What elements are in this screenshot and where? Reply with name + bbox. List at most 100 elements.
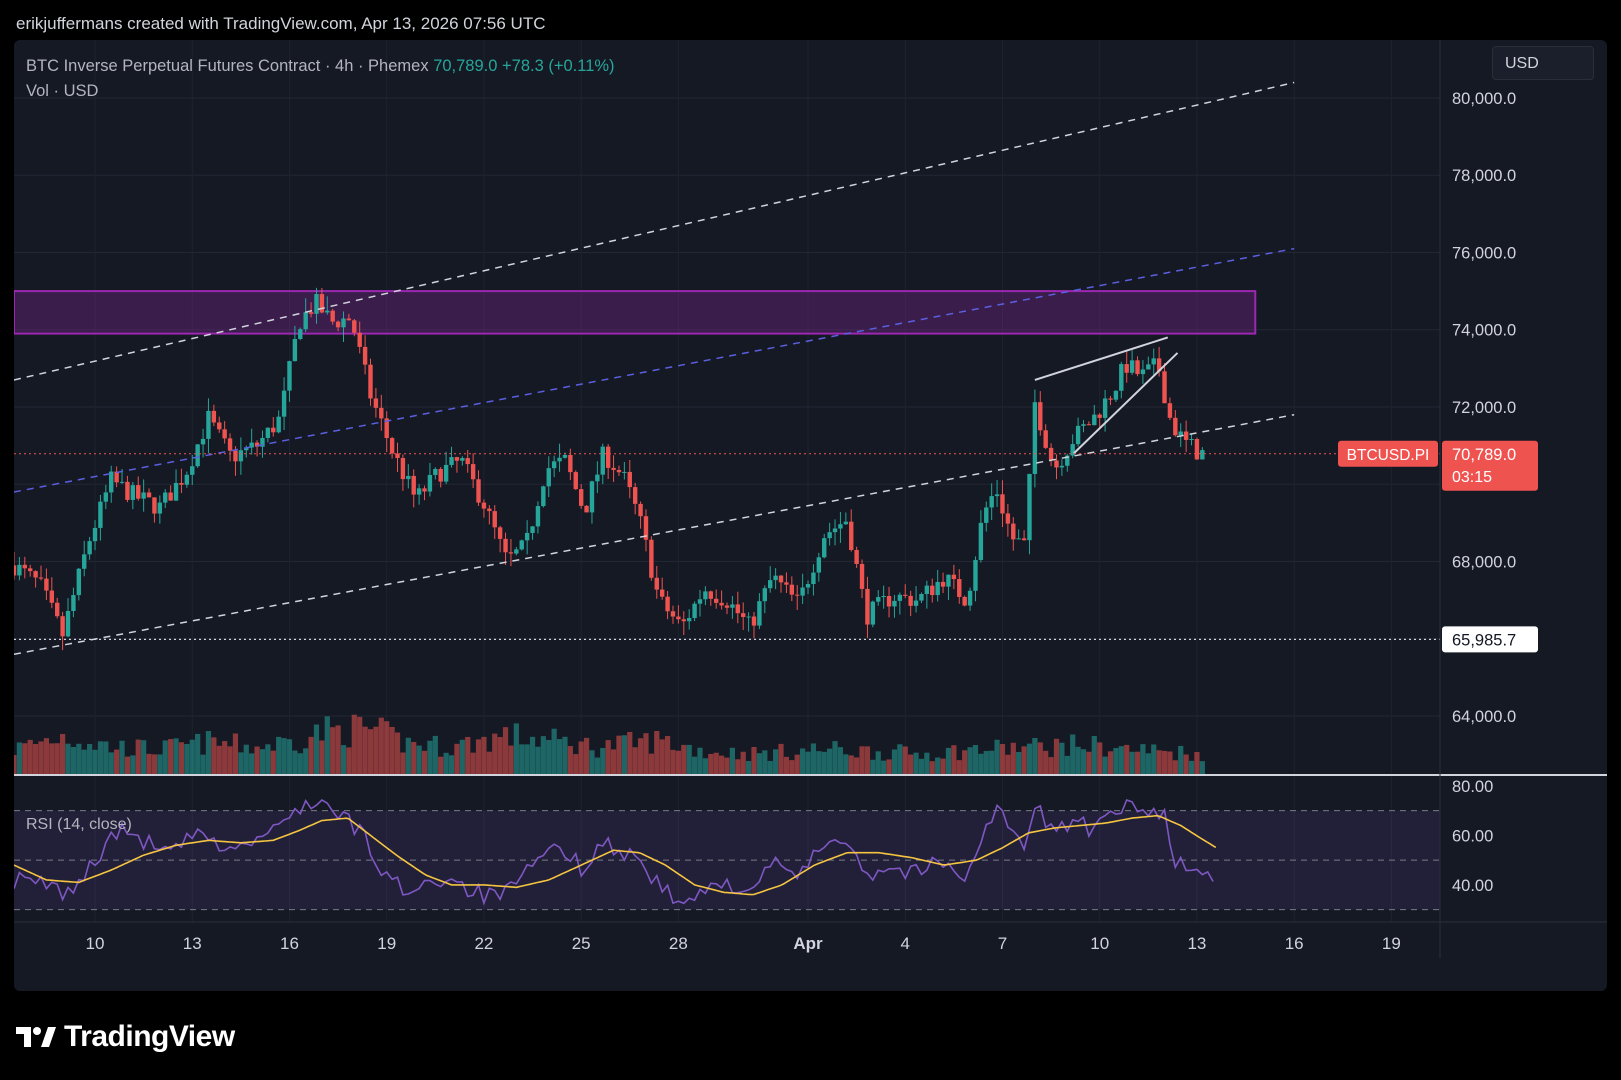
volume-bar	[151, 754, 158, 774]
candle-body	[384, 418, 389, 439]
candle-body	[314, 294, 319, 314]
price-tick-label: 72,000.0	[1452, 399, 1516, 417]
volume-bar	[200, 754, 206, 774]
candle-body	[1086, 424, 1092, 426]
volume-bar	[308, 736, 314, 774]
volume-bar	[697, 747, 703, 774]
level-badge	[1442, 626, 1538, 653]
volume-bar	[486, 751, 492, 774]
volume-bar	[394, 732, 401, 774]
volume-bar	[1016, 751, 1022, 774]
volume-bar	[1188, 760, 1195, 774]
candle-body	[654, 577, 659, 590]
volume-bar	[902, 746, 908, 774]
volume-bar	[319, 740, 325, 774]
volume-bar	[789, 760, 795, 774]
candle-body	[416, 488, 422, 495]
volume-bar	[70, 747, 77, 774]
candle-body	[265, 427, 271, 438]
volume-bar	[1043, 750, 1049, 774]
candle-body	[816, 557, 822, 573]
chart-panel[interactable]: BTCUSD.PI 70,789.0 03:15 65,985.7 64,000.0 6…	[14, 40, 1607, 991]
candle-body	[676, 616, 681, 620]
candle-body	[157, 502, 163, 514]
candle-body	[838, 524, 843, 529]
volume-bar	[643, 733, 649, 774]
volume-bar	[432, 735, 438, 774]
time-tick-label: 16	[280, 934, 299, 953]
volume-bar	[870, 759, 876, 774]
time-tick-label: 22	[474, 934, 493, 953]
volume-bar	[886, 759, 892, 774]
volume-bar	[956, 760, 962, 774]
volume-bar	[729, 747, 736, 774]
time-tick-label: Apr	[793, 934, 823, 953]
candle-body	[411, 475, 416, 495]
countdown-text: 03:15	[1452, 469, 1492, 486]
rsi-label: RSI (14, close)	[26, 816, 132, 833]
time-tick-label: 28	[669, 934, 688, 953]
volume-bar	[168, 739, 174, 774]
volume-bar	[837, 747, 844, 774]
candle-body	[82, 554, 87, 569]
volume-bar	[411, 741, 417, 774]
volume-bar	[978, 753, 984, 774]
volume-bar	[367, 729, 374, 774]
candle-body	[573, 472, 578, 490]
candle-body	[1059, 465, 1065, 468]
volume-bar	[1070, 734, 1076, 774]
candle-body	[1070, 444, 1075, 456]
candle-body	[632, 487, 638, 504]
candle-body	[1189, 439, 1194, 441]
volume-bar	[659, 739, 665, 774]
candle-body	[400, 458, 406, 480]
volume-bar	[1151, 744, 1157, 774]
volume-bar	[1102, 756, 1108, 774]
volume-bar	[1118, 746, 1124, 774]
candle-body	[44, 578, 49, 591]
volume-bar	[999, 744, 1006, 774]
currency-button[interactable]: USD	[1492, 46, 1594, 80]
candle-body	[260, 437, 265, 447]
volume-bar	[227, 746, 233, 774]
volume-bar	[1113, 748, 1119, 774]
candle-body	[1162, 371, 1167, 404]
volume-bar	[324, 716, 330, 774]
volume-bar	[924, 752, 930, 774]
candle-body	[832, 528, 838, 533]
candle-body	[206, 410, 211, 439]
volume-bar	[1059, 742, 1065, 774]
candlesticks	[14, 287, 1205, 651]
candle-body	[1016, 538, 1021, 540]
volume-bar	[918, 758, 925, 774]
volume-bar	[794, 754, 800, 774]
candle-body	[1000, 494, 1005, 514]
candle-body	[254, 442, 260, 447]
candle-body	[843, 521, 849, 525]
volume-bar	[1026, 743, 1033, 774]
volume-bar	[216, 745, 222, 774]
volume-bar	[232, 733, 239, 774]
volume-bar	[238, 752, 244, 774]
volume-bar	[945, 747, 952, 774]
candle-body	[800, 587, 805, 596]
candle-body	[136, 485, 141, 499]
candle-body	[903, 594, 908, 596]
volume-bar	[691, 756, 698, 774]
volume-bar	[362, 726, 368, 774]
candle-body	[103, 492, 109, 502]
volume-bar	[1199, 761, 1205, 774]
resistance-zone	[14, 290, 1257, 335]
volume-bar	[330, 727, 336, 774]
volume-bar	[1086, 751, 1092, 774]
candle-body	[1054, 460, 1059, 468]
candle-body	[49, 590, 55, 603]
rsi-line	[14, 798, 1214, 906]
candle-body	[152, 497, 157, 514]
rsi-ma-line	[14, 814, 1217, 896]
volume-bar	[108, 752, 114, 774]
candle-body	[546, 468, 551, 487]
candle-body	[173, 482, 179, 501]
volume-bar	[81, 749, 87, 774]
